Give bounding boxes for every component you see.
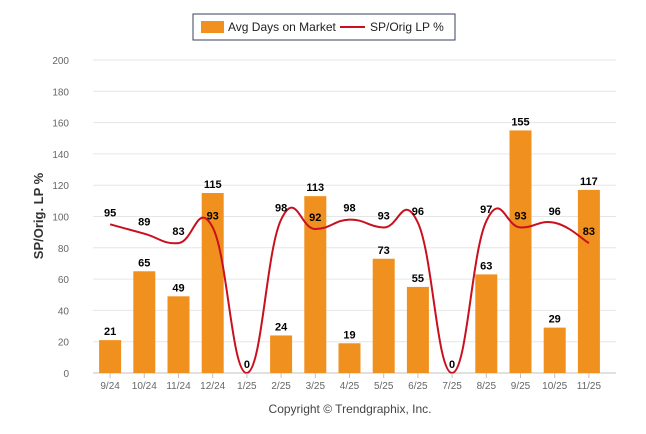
- bar: [338, 343, 361, 373]
- x-tick-label: 8/25: [477, 381, 497, 392]
- y-tick-label: 140: [52, 150, 69, 161]
- bar-value-label: 63: [480, 260, 492, 272]
- bar-value-label: 65: [138, 257, 150, 269]
- x-tick-label: 4/25: [340, 381, 360, 392]
- x-tick-label: 6/25: [408, 381, 428, 392]
- x-tick-label: 11/25: [577, 381, 602, 392]
- y-axis-ticks: 0 20 40 60 80 100 120 140 160 180 200: [52, 56, 69, 380]
- line-value-label: 92: [309, 212, 321, 224]
- bar: [543, 327, 566, 373]
- line-value-label: 95: [104, 207, 116, 219]
- bar: [99, 340, 122, 373]
- y-tick-label: 40: [58, 306, 70, 317]
- bar: [509, 130, 532, 373]
- bar-value-label: 19: [343, 329, 355, 341]
- bar: [406, 286, 429, 373]
- line-value-label: 93: [378, 210, 390, 222]
- sp-orig-line: [109, 206, 590, 375]
- bar: [167, 296, 190, 373]
- bar-value-label: 49: [172, 282, 184, 294]
- y-tick-label: 80: [58, 244, 70, 255]
- line-series: [109, 206, 590, 375]
- line-value-label: 83: [172, 226, 184, 238]
- bar: [201, 193, 224, 373]
- line-value-label: 89: [138, 217, 150, 229]
- legend-swatch-avg-days: [201, 21, 224, 33]
- line-labels: 95 89 83 93 98 92 98 93 96 97 93 96 83: [104, 203, 595, 238]
- x-tick-label: 10/24: [132, 381, 157, 392]
- y-tick-label: 120: [52, 181, 69, 192]
- x-tick-label: 5/25: [374, 381, 394, 392]
- bar-value-label: 0: [244, 359, 250, 371]
- bar: [304, 196, 327, 373]
- bar-value-label: 24: [275, 321, 288, 333]
- x-tick-label: 9/25: [511, 381, 531, 392]
- legend-label-sp-orig: SP/Orig LP %: [370, 20, 444, 34]
- bar-value-label: 117: [580, 176, 598, 188]
- line-value-label: 93: [514, 210, 526, 222]
- x-axis-ticks: 9/24 10/24 11/24 12/24 1/25 2/25 3/25 4/25 5/25 6…: [100, 373, 601, 392]
- line-value-label: 96: [412, 206, 424, 218]
- y-tick-label: 200: [52, 56, 69, 67]
- x-tick-label: 7/25: [442, 381, 462, 392]
- y-tick-label: 160: [52, 119, 69, 130]
- x-tick-label: 1/25: [237, 381, 257, 392]
- bar-labels: 21 65 49 115 0 24 113 19 73 55 0 63 155 29 117: [104, 116, 598, 371]
- x-tick-label: 3/25: [306, 381, 326, 392]
- y-tick-label: 100: [52, 213, 69, 224]
- bar-value-label: 0: [449, 359, 455, 371]
- legend-box: [192, 13, 456, 41]
- line-value-label: 96: [549, 206, 561, 218]
- legend: Avg Days on Market SP/Orig LP %: [192, 13, 456, 41]
- line-value-label: 97: [480, 204, 492, 216]
- line-value-label: 83: [583, 226, 595, 238]
- x-tick-label: 2/25: [271, 381, 291, 392]
- x-tick-label: 11/24: [166, 381, 191, 392]
- bar-value-label: 115: [204, 179, 222, 191]
- x-tick-label: 9/24: [100, 381, 120, 392]
- bars: [99, 130, 600, 373]
- bar-value-label: 55: [412, 273, 424, 285]
- bar: [133, 271, 156, 373]
- bar: [372, 258, 395, 373]
- x-tick-label: 12/24: [200, 381, 225, 392]
- copyright-footer: Copyright © Trendgraphix, Inc.: [269, 402, 432, 416]
- y-tick-label: 0: [63, 369, 69, 380]
- y-tick-label: 60: [58, 275, 70, 286]
- bar-value-label: 21: [104, 326, 116, 338]
- y-tick-label: 180: [52, 87, 69, 98]
- line-value-label: 98: [343, 203, 355, 215]
- bar: [475, 274, 498, 373]
- y-axis-title: SP/Orig. LP %: [31, 172, 46, 259]
- bar-value-label: 155: [511, 116, 529, 128]
- bar-value-label: 29: [549, 314, 561, 326]
- bar: [270, 335, 293, 373]
- y-tick-label: 20: [58, 338, 70, 349]
- line-value-label: 93: [207, 210, 219, 222]
- line-value-label: 98: [275, 203, 287, 215]
- bar: [577, 189, 600, 373]
- x-tick-label: 10/25: [542, 381, 567, 392]
- legend-label-avg-days: Avg Days on Market: [228, 20, 336, 34]
- bar-value-label: 113: [306, 182, 324, 194]
- bar-value-label: 73: [378, 245, 390, 257]
